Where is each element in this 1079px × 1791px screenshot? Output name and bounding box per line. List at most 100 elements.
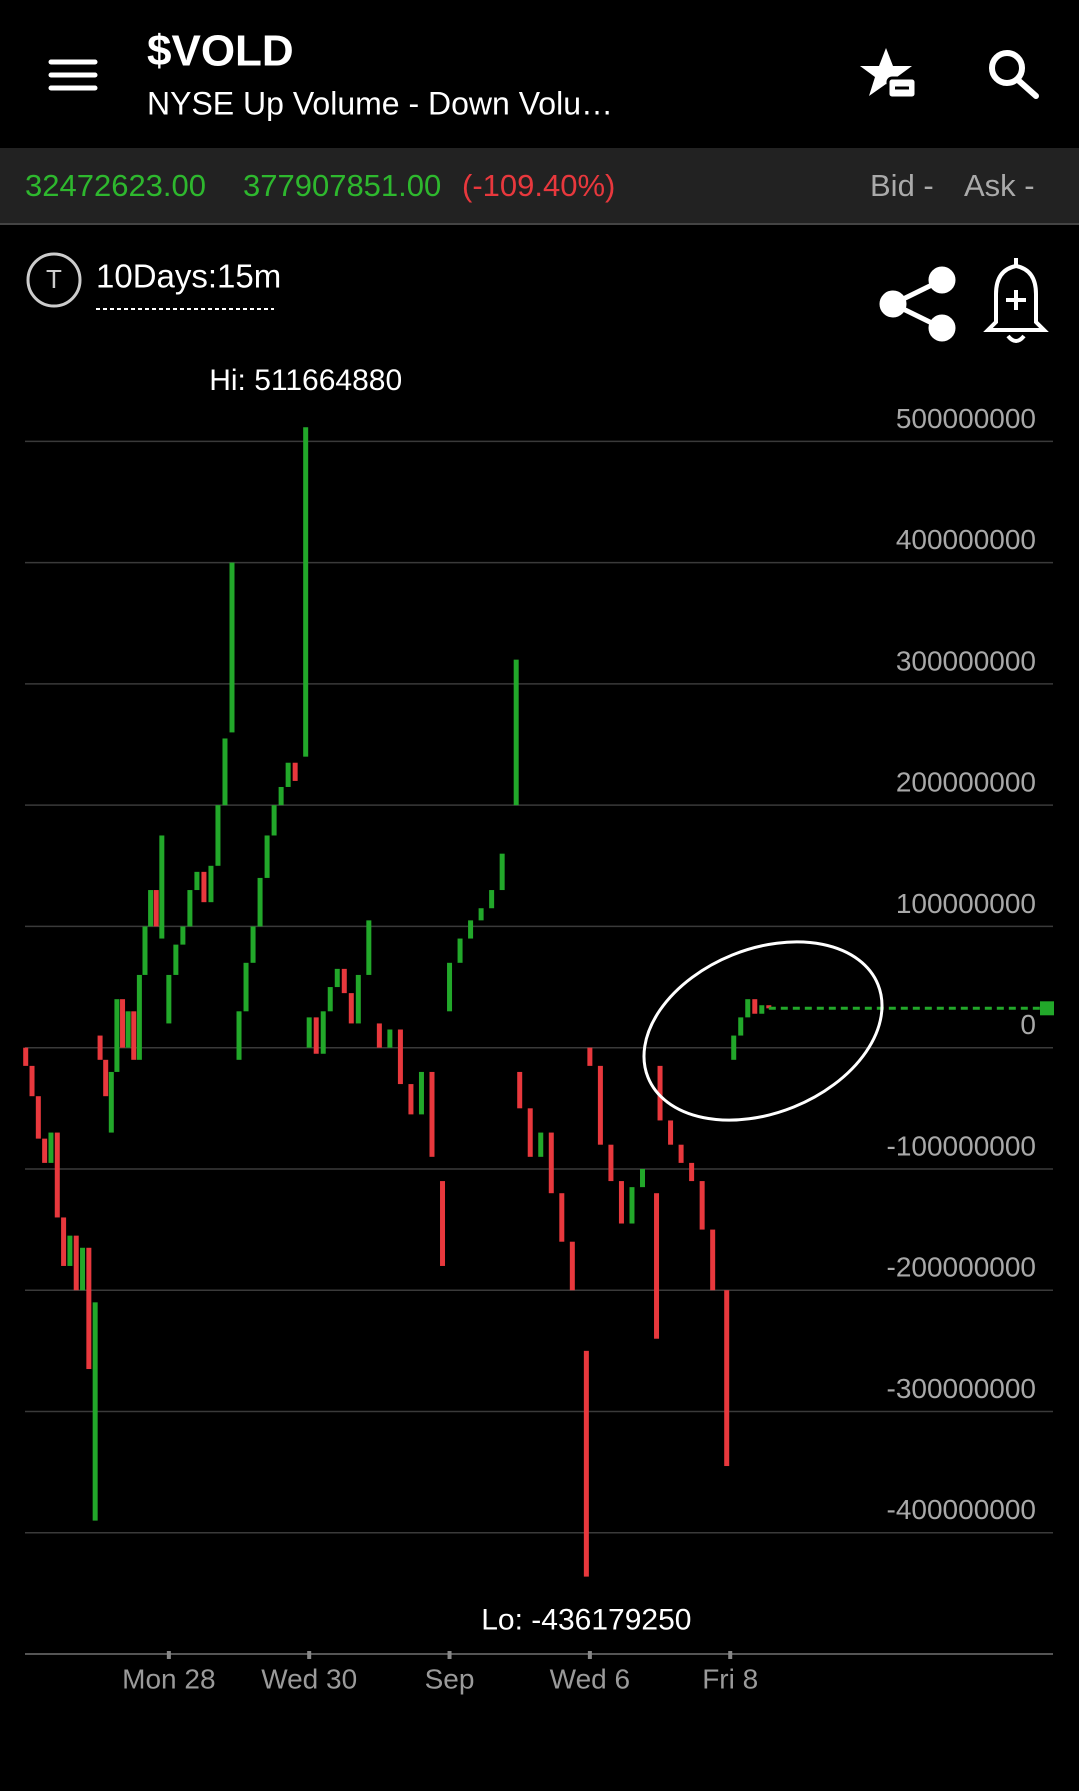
candle xyxy=(689,1162,695,1182)
candle xyxy=(114,999,120,1072)
last-price: 32472623.00 xyxy=(25,168,206,203)
y-tick-label: -300000000 xyxy=(887,1373,1036,1404)
symbol-subtitle: NYSE Up Volume - Down Volu… xyxy=(147,85,613,121)
candle xyxy=(724,1290,730,1467)
last-price-marker xyxy=(1040,1001,1054,1016)
candle xyxy=(654,1193,660,1339)
candle xyxy=(513,659,519,806)
candle xyxy=(86,1247,92,1370)
candle xyxy=(457,938,463,963)
candle xyxy=(173,944,179,975)
candle xyxy=(478,908,484,921)
candle xyxy=(125,1011,131,1048)
candle xyxy=(257,877,263,927)
candle xyxy=(366,920,372,975)
chart: -400000000 -300000000 -200000000 -100000000… xyxy=(23,364,1054,1694)
candle xyxy=(629,1187,635,1224)
search-button[interactable] xyxy=(989,50,1039,99)
hand-drawn-circle xyxy=(642,940,884,1122)
quote-bar xyxy=(0,148,1079,224)
candle xyxy=(429,1071,435,1157)
menu-button[interactable] xyxy=(48,59,98,91)
candle xyxy=(243,962,249,1012)
candle xyxy=(569,1241,575,1291)
candle xyxy=(583,1350,589,1577)
candle xyxy=(517,1071,523,1109)
candle xyxy=(538,1132,544,1157)
y-tick-label: 0 xyxy=(1020,1009,1036,1040)
candle xyxy=(313,1017,319,1054)
candle xyxy=(166,974,172,1024)
candle xyxy=(292,762,298,781)
candle xyxy=(73,1235,79,1291)
candle xyxy=(608,1144,614,1182)
candle xyxy=(668,1120,674,1145)
tool-icon[interactable] xyxy=(26,252,82,308)
x-tick-label: Wed 30 xyxy=(261,1663,357,1694)
candle xyxy=(397,1029,403,1085)
candle xyxy=(35,1096,41,1139)
bid: Bid - xyxy=(870,168,934,203)
candle xyxy=(699,1181,705,1230)
candle xyxy=(597,1065,603,1145)
candle xyxy=(278,786,284,806)
percent-change: (-109.40%) xyxy=(462,168,615,203)
candle xyxy=(710,1229,716,1291)
candle xyxy=(303,427,309,757)
y-tick-label: -400000000 xyxy=(887,1494,1036,1525)
candle xyxy=(215,805,221,866)
candle xyxy=(250,926,256,963)
candle xyxy=(264,835,270,878)
candle xyxy=(468,920,474,939)
x-tick-label: Wed 6 xyxy=(550,1663,630,1694)
candle xyxy=(48,1132,54,1163)
candle xyxy=(222,738,228,806)
candle xyxy=(54,1132,60,1218)
y-tick-label: 200000000 xyxy=(896,767,1036,798)
watchlist-button[interactable] xyxy=(860,48,918,100)
x-tick-label: Fri 8 xyxy=(702,1663,758,1694)
candle xyxy=(108,1071,114,1133)
timeframe[interactable]: 10Days:15m xyxy=(96,258,281,295)
candle xyxy=(527,1108,533,1157)
candle xyxy=(559,1193,565,1242)
candle xyxy=(97,1035,103,1060)
share-button[interactable] xyxy=(879,266,956,342)
low-label: Lo: -436179250 xyxy=(481,1604,691,1637)
candle xyxy=(334,968,340,988)
candle xyxy=(745,999,751,1018)
candle xyxy=(489,890,495,909)
symbol-title: $VOLD xyxy=(147,27,294,76)
candle xyxy=(348,993,354,1024)
y-tick-label: 400000000 xyxy=(896,524,1036,555)
candle xyxy=(320,1011,326,1054)
candle xyxy=(640,1168,646,1188)
candle xyxy=(447,962,453,1012)
candle xyxy=(306,1017,312,1048)
candle xyxy=(103,1059,109,1097)
candle xyxy=(208,865,214,903)
y-tick-label: -200000000 xyxy=(887,1252,1036,1283)
candle xyxy=(752,999,758,1014)
alert-button[interactable] xyxy=(983,258,1049,343)
y-tick-label: 300000000 xyxy=(896,645,1036,676)
candle xyxy=(194,871,200,891)
candle xyxy=(618,1181,624,1224)
candle xyxy=(387,1029,393,1048)
candle xyxy=(23,1047,29,1066)
ask: Ask - xyxy=(964,168,1035,203)
candle xyxy=(159,835,165,939)
x-tick-label: Sep xyxy=(425,1663,475,1694)
candle xyxy=(153,890,159,927)
price-change: 377907851.00 xyxy=(243,168,441,203)
candle xyxy=(229,562,235,733)
candle xyxy=(341,968,347,994)
candle xyxy=(499,853,505,891)
candle xyxy=(355,974,361,1024)
candle xyxy=(92,1302,98,1521)
candle xyxy=(201,871,207,903)
candle xyxy=(80,1247,86,1291)
candle xyxy=(418,1071,424,1115)
y-tick-label: 500000000 xyxy=(896,403,1036,434)
